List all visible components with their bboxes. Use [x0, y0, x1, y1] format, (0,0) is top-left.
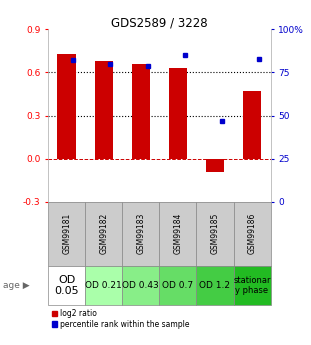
- Text: GSM99182: GSM99182: [99, 213, 108, 254]
- Text: age ▶: age ▶: [3, 281, 30, 290]
- Text: OD
0.05: OD 0.05: [54, 275, 79, 296]
- Bar: [197, 266, 234, 305]
- Bar: [95, 61, 113, 159]
- Bar: [197, 202, 234, 266]
- Text: OD 0.43: OD 0.43: [123, 281, 159, 290]
- Text: GSM99184: GSM99184: [174, 213, 183, 254]
- Title: GDS2589 / 3228: GDS2589 / 3228: [111, 16, 208, 29]
- Bar: [122, 266, 159, 305]
- Bar: [48, 266, 85, 305]
- Bar: [206, 159, 224, 171]
- Bar: [85, 202, 122, 266]
- Bar: [159, 202, 197, 266]
- Text: GSM99186: GSM99186: [248, 213, 257, 254]
- Bar: [243, 91, 261, 159]
- Bar: [169, 68, 187, 159]
- Bar: [48, 202, 85, 266]
- Text: GSM99183: GSM99183: [136, 213, 145, 254]
- Text: stationar
y phase: stationar y phase: [233, 276, 271, 295]
- Text: GSM99185: GSM99185: [211, 213, 220, 254]
- Text: GSM99181: GSM99181: [62, 213, 71, 254]
- Legend: log2 ratio, percentile rank within the sample: log2 ratio, percentile rank within the s…: [52, 309, 190, 329]
- Bar: [122, 202, 159, 266]
- Bar: [132, 64, 150, 159]
- Bar: [234, 266, 271, 305]
- Text: OD 0.7: OD 0.7: [162, 281, 193, 290]
- Bar: [85, 266, 122, 305]
- Bar: [159, 266, 197, 305]
- Text: OD 0.21: OD 0.21: [86, 281, 122, 290]
- Text: OD 1.2: OD 1.2: [199, 281, 230, 290]
- Bar: [58, 54, 76, 159]
- Bar: [234, 202, 271, 266]
